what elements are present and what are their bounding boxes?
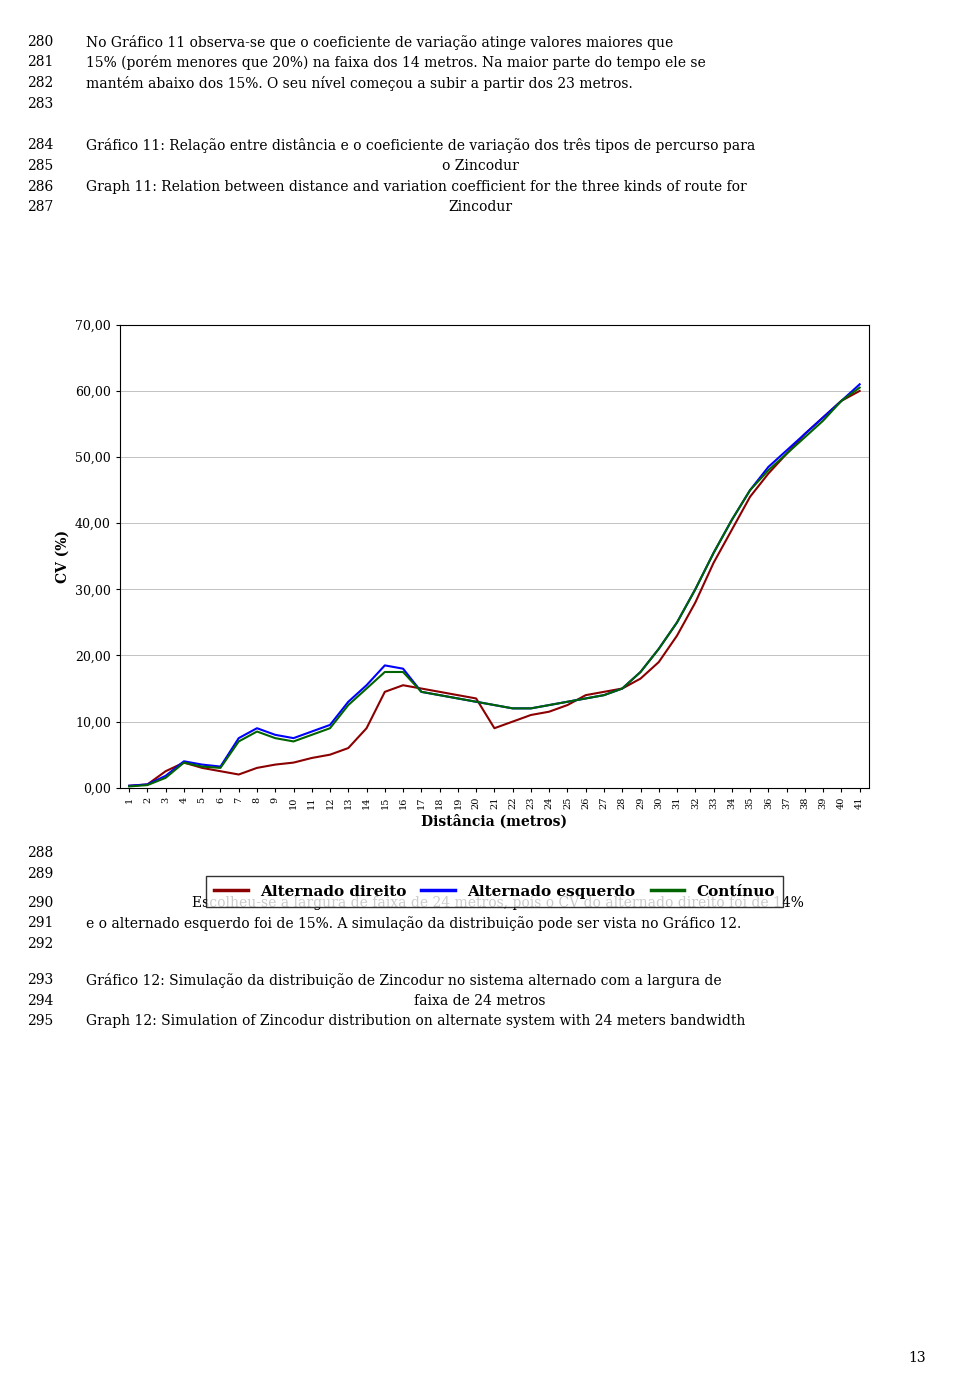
Text: Zincodur: Zincodur bbox=[448, 200, 512, 214]
Text: 288: 288 bbox=[27, 846, 53, 860]
Text: 15% (porém menores que 20%) na faixa dos 14 metros. Na maior parte do tempo ele : 15% (porém menores que 20%) na faixa dos… bbox=[86, 55, 707, 70]
Y-axis label: CV (%): CV (%) bbox=[56, 529, 69, 583]
Text: 289: 289 bbox=[27, 867, 53, 880]
X-axis label: Distância (metros): Distância (metros) bbox=[421, 815, 567, 829]
Text: 13: 13 bbox=[909, 1352, 926, 1365]
Text: Graph 12: Simulation of Zincodur distribution on alternate system with 24 meters: Graph 12: Simulation of Zincodur distrib… bbox=[86, 1014, 746, 1028]
Text: Gráfico 12: Simulação da distribuição de Zincodur no sistema alternado com a lar: Gráfico 12: Simulação da distribuição de… bbox=[86, 973, 722, 988]
Text: Graph 11: Relation between distance and variation coefficient for the three kind: Graph 11: Relation between distance and … bbox=[86, 180, 747, 193]
Text: 282: 282 bbox=[27, 76, 53, 90]
Text: o Zincodur: o Zincodur bbox=[442, 159, 518, 173]
Text: Gráfico 11: Relação entre distância e o coeficiente de variação dos três tipos d: Gráfico 11: Relação entre distância e o … bbox=[86, 138, 756, 153]
Text: 284: 284 bbox=[27, 138, 53, 152]
Text: 295: 295 bbox=[27, 1014, 53, 1028]
Text: 280: 280 bbox=[27, 35, 53, 48]
Text: 294: 294 bbox=[27, 994, 53, 1007]
Text: 281: 281 bbox=[27, 55, 53, 69]
Text: 290: 290 bbox=[27, 896, 53, 909]
Text: e o alternado esquerdo foi de 15%. A simulação da distribuição pode ser vista no: e o alternado esquerdo foi de 15%. A sim… bbox=[86, 916, 742, 931]
Text: faixa de 24 metros: faixa de 24 metros bbox=[415, 994, 545, 1007]
Text: 287: 287 bbox=[27, 200, 53, 214]
Text: 286: 286 bbox=[27, 180, 53, 193]
Legend: Alternado direito, Alternado esquerdo, Contínuo: Alternado direito, Alternado esquerdo, C… bbox=[206, 876, 782, 907]
Text: Escolheu-se a largura de faixa de 24 metros, pois o CV do alternado direito foi : Escolheu-se a largura de faixa de 24 met… bbox=[192, 896, 804, 909]
Text: 285: 285 bbox=[27, 159, 53, 173]
Text: 283: 283 bbox=[27, 97, 53, 111]
Text: 293: 293 bbox=[27, 973, 53, 987]
Text: mantém abaixo dos 15%. O seu nível começou a subir a partir dos 23 metros.: mantém abaixo dos 15%. O seu nível começ… bbox=[86, 76, 634, 91]
Text: 291: 291 bbox=[27, 916, 53, 930]
Text: No Gráfico 11 observa-se que o coeficiente de variação atinge valores maiores qu: No Gráfico 11 observa-se que o coeficien… bbox=[86, 35, 674, 50]
Text: 292: 292 bbox=[27, 937, 53, 951]
